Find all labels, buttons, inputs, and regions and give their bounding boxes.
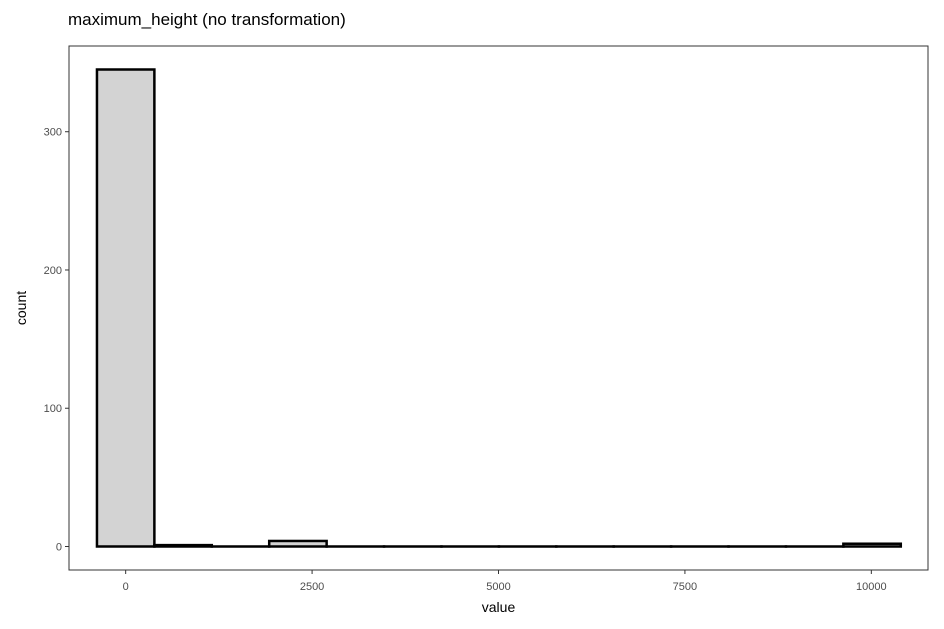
panel-border [68, 45, 929, 571]
y-tick-label: 0 [56, 541, 62, 553]
histogram-bar [842, 542, 903, 548]
y-tick-label: 200 [44, 265, 62, 277]
x-tick-label: 10000 [856, 581, 887, 593]
histogram-bar [267, 539, 328, 548]
y-tick-label: 100 [44, 403, 62, 415]
x-tick-label: 7500 [673, 581, 697, 593]
y-axis-title: count [13, 291, 29, 325]
histogram-bar [95, 68, 156, 548]
y-axis: 0 100 200 300 [44, 127, 69, 553]
x-axis-title: value [482, 599, 516, 615]
histogram-bar [153, 543, 214, 548]
x-tick-label: 2500 [300, 581, 324, 593]
y-tick-label: 300 [44, 127, 62, 139]
x-axis: 0 2500 5000 7500 10000 [123, 570, 887, 593]
x-tick-label: 0 [123, 581, 129, 593]
x-tick-label: 5000 [486, 581, 510, 593]
bars-layer [95, 68, 903, 548]
chart-title: maximum_height (no transformation) [68, 10, 346, 29]
